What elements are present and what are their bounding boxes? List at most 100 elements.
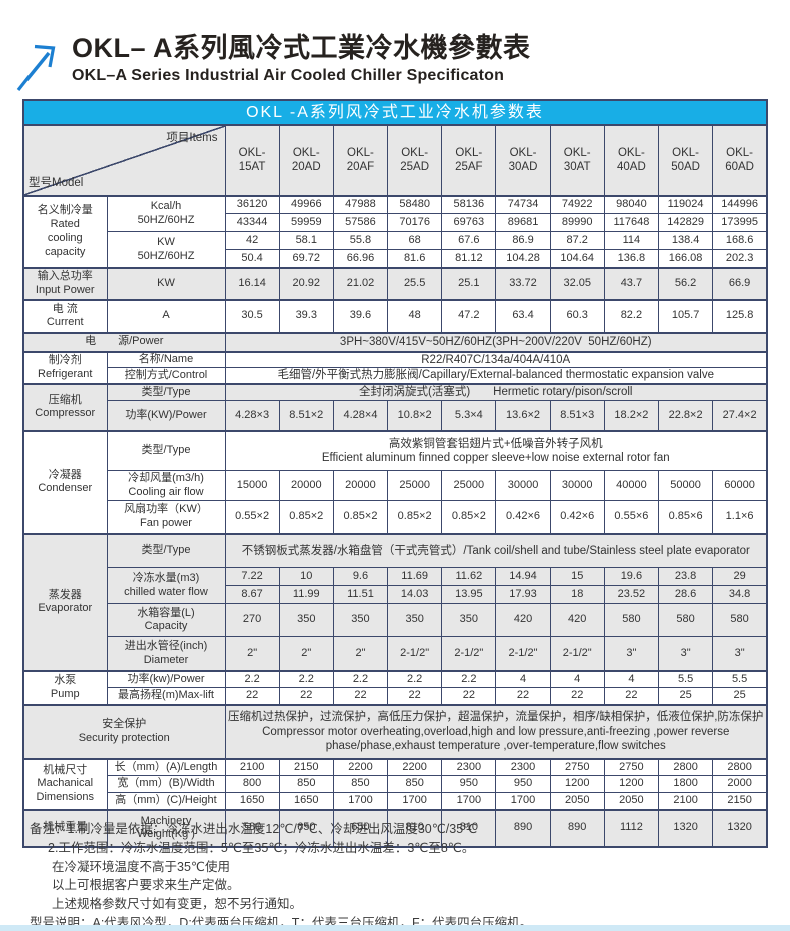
value-cell: 0.55×2 — [224, 500, 280, 535]
table-row: 机械重量 Machinery Weight(Kg ) 580 650 650 810 8… — [22, 808, 768, 848]
value-cell: 350 — [441, 603, 497, 638]
value-cell: 48 — [387, 298, 443, 334]
security-value: 压缩机过热保护，过流保护，高低压力保护，超温保护，流量保护，相序/缺相保护，低液… — [224, 703, 768, 760]
value-cell: 10 — [278, 567, 334, 587]
model-header-cell: OKL- 20AF — [332, 124, 389, 197]
value-cell: 58136 — [441, 194, 497, 215]
value-cell: 350 — [387, 603, 443, 638]
item-label-kcal: Kcal/h 50HZ/60HZ — [106, 194, 226, 233]
model-header-cell: OKL- 40AD — [603, 124, 660, 197]
item-label-evaporator-water: 冷冻水量(m3) chilled water flow — [106, 567, 226, 605]
value-cell: 136.8 — [603, 249, 660, 269]
value-cell: 22 — [278, 687, 334, 706]
value-cell: 2750 — [603, 757, 660, 777]
value-cell: 2-1/2" — [549, 636, 605, 672]
value-cell: 22.8×2 — [657, 400, 714, 432]
value-cell: 2050 — [549, 792, 605, 811]
item-label-evaporator-capacity: 水箱容量(L) Capacity — [106, 603, 226, 638]
value-cell: 1112 — [603, 808, 660, 848]
value-cell: 11.69 — [387, 567, 443, 587]
table-row: 冷冻水量(m3) chilled water flow 7.22 10 9.6 11.… — [23, 567, 768, 605]
value-cell: 950 — [441, 775, 497, 794]
value-cell: 2800 — [712, 757, 768, 777]
arrow-up-right-icon — [16, 44, 56, 91]
value-cell: 1650 — [224, 792, 280, 811]
table-row: 蒸发器 Evaporator 类型/Type 不锈钢板式蒸发器/水箱盘管（干式壳… — [22, 532, 768, 672]
page-title-en: OKL–A Series Industrial Air Cooled Chill… — [72, 67, 505, 85]
value-cell: 5.3×4 — [441, 400, 497, 432]
value-cell: 49966 — [278, 194, 334, 215]
value-cell: 69.72 — [278, 249, 334, 269]
power-supply-value: 3PH~380V/415V~50HZ/60HZ(3PH~200V/220V 50… — [224, 331, 768, 353]
value-cell: 1700 — [332, 792, 389, 811]
value-cell: 25000 — [441, 470, 497, 502]
value-cell: 58480 — [387, 194, 443, 215]
value-cell: 2800 — [657, 757, 714, 777]
value-cell: 17.93 — [495, 585, 551, 605]
table-row: 电 源/Power 3PH~380V/415V~50HZ/60HZ(3PH~20… — [22, 331, 768, 353]
value-cell: 2000 — [712, 775, 768, 794]
table-row: 安全保护 Security protection 压缩机过热保护，过流保护，高低… — [22, 703, 768, 760]
spec-table: OKL -A系列风冷式工业冷水机参数表 型号Model 项目Items OKL-… — [22, 99, 768, 848]
value-cell: 2" — [278, 636, 334, 672]
value-cell: 87.2 — [549, 231, 605, 251]
table-row: 压缩机 Compressor 类型/Type 全封闭涡旋式(活塞式) Herme… — [22, 382, 768, 432]
value-cell: 0.85×6 — [657, 500, 714, 535]
value-cell: 22 — [387, 687, 443, 706]
value-cell: 0.55×6 — [603, 500, 660, 535]
value-cell: 27.4×2 — [712, 400, 768, 432]
value-cell: 105.7 — [657, 298, 714, 334]
value-cell: 0.85×2 — [387, 500, 443, 535]
value-cell: 119024 — [657, 194, 714, 215]
value-cell: 69763 — [441, 213, 497, 233]
section-label-input-power: 输入总功率 Input Power — [22, 266, 108, 301]
item-label-input-power-unit: KW — [106, 266, 226, 301]
table-row: KW 50HZ/60HZ 42 58.1 55.8 68 67.6 86.9 87.2 114… — [23, 231, 768, 269]
item-label-refrigerant-name: 名称/Name — [106, 350, 226, 369]
value-cell: 1700 — [441, 792, 497, 811]
value-cell: 580 — [712, 603, 768, 638]
note-line: 上述规格参数尺寸如有变更，恕不另行通知。 — [52, 897, 303, 911]
item-label-compressor-power: 功率(KW)/Power — [106, 400, 226, 432]
value-cell: 36120 — [224, 194, 280, 215]
table-row: 制冷剂 Refrigerant 名称/Name R22/R407C/134a/4… — [22, 350, 768, 385]
value-cell: 202.3 — [712, 249, 768, 269]
value-cell: 810 — [387, 808, 443, 848]
model-header-cell: OKL- 20AD — [278, 124, 334, 197]
value-cell: 23.52 — [603, 585, 660, 605]
corner-model-label: 型号Model — [29, 177, 84, 190]
value-cell: 18.2×2 — [603, 400, 660, 432]
value-cell: 59959 — [278, 213, 334, 233]
item-label-kw: KW 50HZ/60HZ — [106, 231, 226, 269]
value-cell: 22 — [332, 687, 389, 706]
value-cell: 1320 — [657, 808, 714, 848]
table-banner: OKL -A系列风冷式工业冷水机参数表 — [22, 99, 768, 126]
model-header-cell: OKL- 30AT — [549, 124, 605, 197]
value-cell: 650 — [278, 808, 334, 848]
value-cell: 1200 — [603, 775, 660, 794]
value-cell: 650 — [332, 808, 389, 848]
value-cell: 39.3 — [278, 298, 334, 334]
value-cell: 270 — [224, 603, 280, 638]
value-cell: 117648 — [603, 213, 660, 233]
value-cell: 2100 — [224, 757, 280, 777]
value-cell: 810 — [441, 808, 497, 848]
value-cell: 2.2 — [387, 669, 443, 689]
value-cell: 67.6 — [441, 231, 497, 251]
value-cell: 3" — [712, 636, 768, 672]
value-cell: 43.7 — [603, 266, 660, 301]
table-row: 冷凝器 Condenser 类型/Type 高效紫铜管套铝翅片式+低噪音外转子风… — [22, 429, 768, 535]
value-cell: 22 — [224, 687, 280, 706]
value-cell: 13.6×2 — [495, 400, 551, 432]
value-cell: 89990 — [549, 213, 605, 233]
value-cell: 56.2 — [657, 266, 714, 301]
value-cell: 2050 — [603, 792, 660, 811]
refrigerant-control-value: 毛细管/外平衡式热力膨胀阀/Capillary/External-balance… — [224, 367, 768, 385]
value-cell: 42 — [224, 231, 280, 251]
item-label-weight-unit: Machinery Weight(Kg ) — [106, 808, 226, 848]
value-cell: 60000 — [712, 470, 768, 502]
value-cell: 2.2 — [278, 669, 334, 689]
section-label-dimensions: 机械尺寸 Machanical Dimensions — [22, 757, 108, 811]
value-cell: 40000 — [603, 470, 660, 502]
notes-block: 备注：1.制冷量是依据：冷冻水进出水温度12℃/7℃、冷却进出风温度30℃/35… — [30, 820, 532, 931]
